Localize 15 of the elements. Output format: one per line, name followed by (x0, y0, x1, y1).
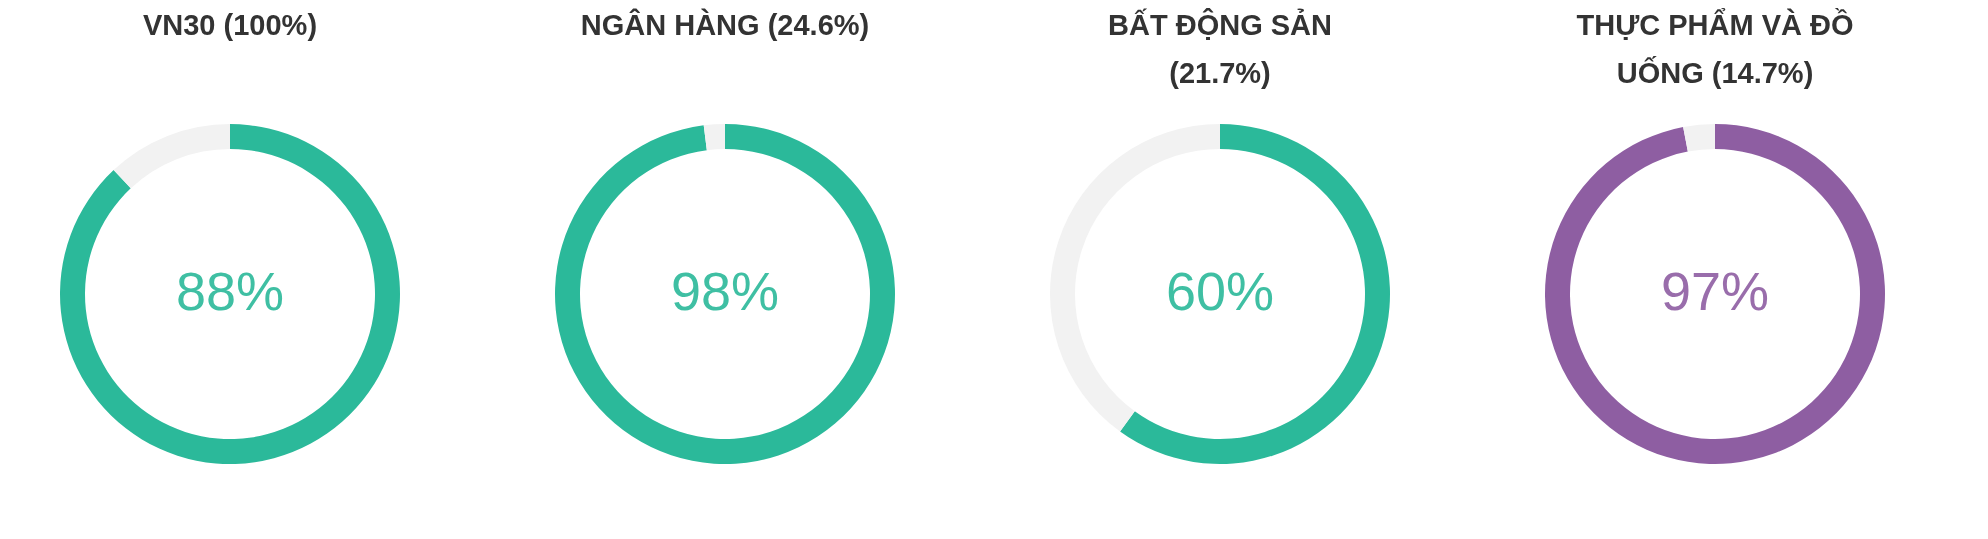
donut-slice (555, 124, 895, 464)
chart-title: BẤT ĐỘNG SẢN (21.7%) (1108, 8, 1332, 89)
chart-title: NGÂN HÀNG (24.6%) (580, 8, 870, 41)
donut-slice (113, 124, 230, 189)
chart-title: VN30 (100%) (142, 9, 318, 41)
text: 60% (1165, 261, 1275, 321)
text: 88% (175, 261, 285, 321)
donut-slice (703, 124, 725, 151)
donut-slice (1120, 124, 1390, 464)
text: 97% (1660, 261, 1770, 321)
donut-slice (1683, 124, 1715, 152)
donut-slice (1545, 124, 1885, 464)
donut-slice (60, 124, 400, 464)
chart-title: THỰC PHẨM VÀ ĐỒ UỐNG (14.7%) (1576, 8, 1854, 89)
text: 98% (670, 261, 780, 321)
